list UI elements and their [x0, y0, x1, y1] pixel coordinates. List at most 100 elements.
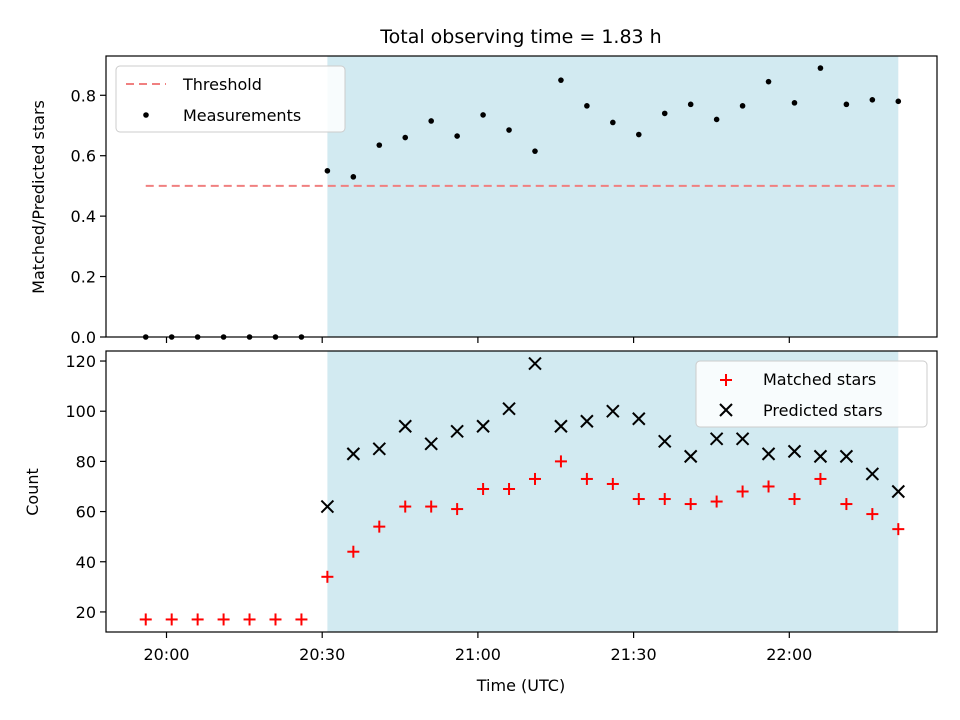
matched-point — [477, 482, 490, 495]
predicted-point — [632, 412, 646, 426]
top-y-tick-label: 0.0 — [71, 328, 96, 347]
top-point — [584, 103, 590, 109]
top-point — [350, 174, 357, 180]
matched-point — [399, 500, 412, 513]
bottom-legend: Matched stars Predicted stars — [695, 360, 928, 428]
matched-point — [840, 498, 853, 511]
predicted-point — [658, 434, 672, 449]
matched-point — [606, 477, 619, 490]
legend-predicted-swatch — [719, 403, 733, 417]
predicted-point — [528, 356, 542, 371]
matched-point — [425, 500, 438, 513]
matched-point — [139, 613, 152, 626]
matched-point — [710, 495, 723, 508]
bottom-y-tick-label: 120 — [65, 352, 96, 371]
predicted-point — [865, 467, 880, 481]
top-point — [610, 119, 616, 126]
x-tick-label: 21:00 — [455, 645, 501, 664]
legend-predicted-label: Predicted stars — [763, 401, 883, 420]
top-point — [817, 65, 824, 71]
bottom-axes-frame — [105, 350, 938, 633]
matched-point — [295, 613, 308, 626]
matched-point — [347, 545, 360, 558]
legend-threshold-label: Threshold — [182, 75, 262, 94]
top-point — [687, 101, 694, 108]
predicted-point — [476, 419, 490, 433]
matched-point — [580, 472, 593, 485]
legend-box — [115, 65, 346, 133]
top-axes-frame — [105, 55, 938, 338]
top-point — [428, 118, 434, 124]
top-point — [843, 101, 850, 108]
bottom-y-tick-label: 40 — [76, 553, 96, 572]
matched-point — [243, 613, 256, 626]
matched-point — [866, 508, 879, 521]
matched-point — [451, 503, 464, 516]
matched-point — [503, 482, 516, 495]
matched-point — [269, 613, 282, 626]
matched-point — [684, 498, 697, 511]
chart-title: Total observing time = 1.83 h — [379, 26, 661, 48]
bottom-y-tick-label: 100 — [65, 402, 96, 421]
matched-point — [321, 570, 334, 583]
top-point — [713, 116, 720, 123]
x-tick-label: 20:00 — [143, 645, 189, 664]
top-point — [895, 98, 902, 105]
matched-point — [814, 472, 827, 485]
predicted-point — [839, 449, 854, 464]
matched-point — [217, 613, 230, 626]
predicted-point — [813, 449, 828, 464]
top-point — [324, 168, 331, 174]
x-axis-label: Time (UTC) — [476, 676, 565, 695]
top-point — [506, 127, 512, 133]
legend-box — [695, 360, 928, 428]
predicted-point — [735, 432, 750, 446]
top-y-tick-label: 0.4 — [71, 207, 96, 226]
top-point — [635, 131, 642, 138]
legend-measurements-swatch — [143, 112, 149, 118]
legend-matched-label: Matched stars — [763, 370, 876, 389]
bottom-panel: 20 40 60 80 100 120 20:00 20:30 21:00 21:30 22:00 M… — [65, 350, 938, 664]
top-point — [532, 148, 538, 154]
predicted-point — [450, 424, 464, 438]
predicted-point — [606, 404, 620, 418]
top-legend: Threshold Measurements — [115, 65, 346, 133]
x-tick-label: 20:30 — [299, 645, 345, 664]
top-point — [480, 112, 486, 118]
matched-point — [632, 493, 645, 506]
top-point — [661, 110, 668, 117]
predicted-point — [787, 444, 802, 459]
top-point — [376, 142, 383, 148]
top-point — [869, 97, 876, 103]
predicted-point — [320, 499, 335, 514]
predicted-point — [709, 432, 724, 446]
matched-point — [528, 472, 541, 485]
x-tick-label: 21:30 — [611, 645, 657, 664]
matched-point — [554, 455, 567, 468]
top-observing-window — [327, 56, 899, 337]
bottom-y-axis-label: Count — [23, 468, 42, 516]
predicted-point — [424, 437, 438, 451]
predicted-point — [554, 419, 568, 433]
top-y-tick-label: 0.6 — [71, 147, 96, 166]
matched-point — [165, 613, 178, 626]
predicted-point — [580, 414, 594, 428]
predicted-point — [346, 447, 361, 461]
top-point — [739, 103, 746, 109]
matched-point — [658, 493, 671, 506]
x-tick-label: 22:00 — [766, 645, 812, 664]
matched-point — [191, 613, 204, 626]
top-panel: 0.0 0.2 0.4 0.6 0.8 Threshold Measurements — [71, 55, 938, 347]
legend-measurements-label: Measurements — [183, 106, 301, 125]
top-y-axis-label: Matched/Predicted stars — [29, 100, 48, 294]
top-y-tick-label: 0.2 — [71, 268, 96, 287]
bottom-y-tick-label: 80 — [76, 452, 96, 471]
predicted-point — [398, 419, 412, 433]
top-point — [454, 133, 460, 139]
top-point — [558, 77, 564, 83]
predicted-point — [761, 447, 776, 461]
legend-matched-swatch — [720, 374, 732, 386]
predicted-point — [683, 449, 698, 464]
matched-point — [788, 493, 801, 506]
